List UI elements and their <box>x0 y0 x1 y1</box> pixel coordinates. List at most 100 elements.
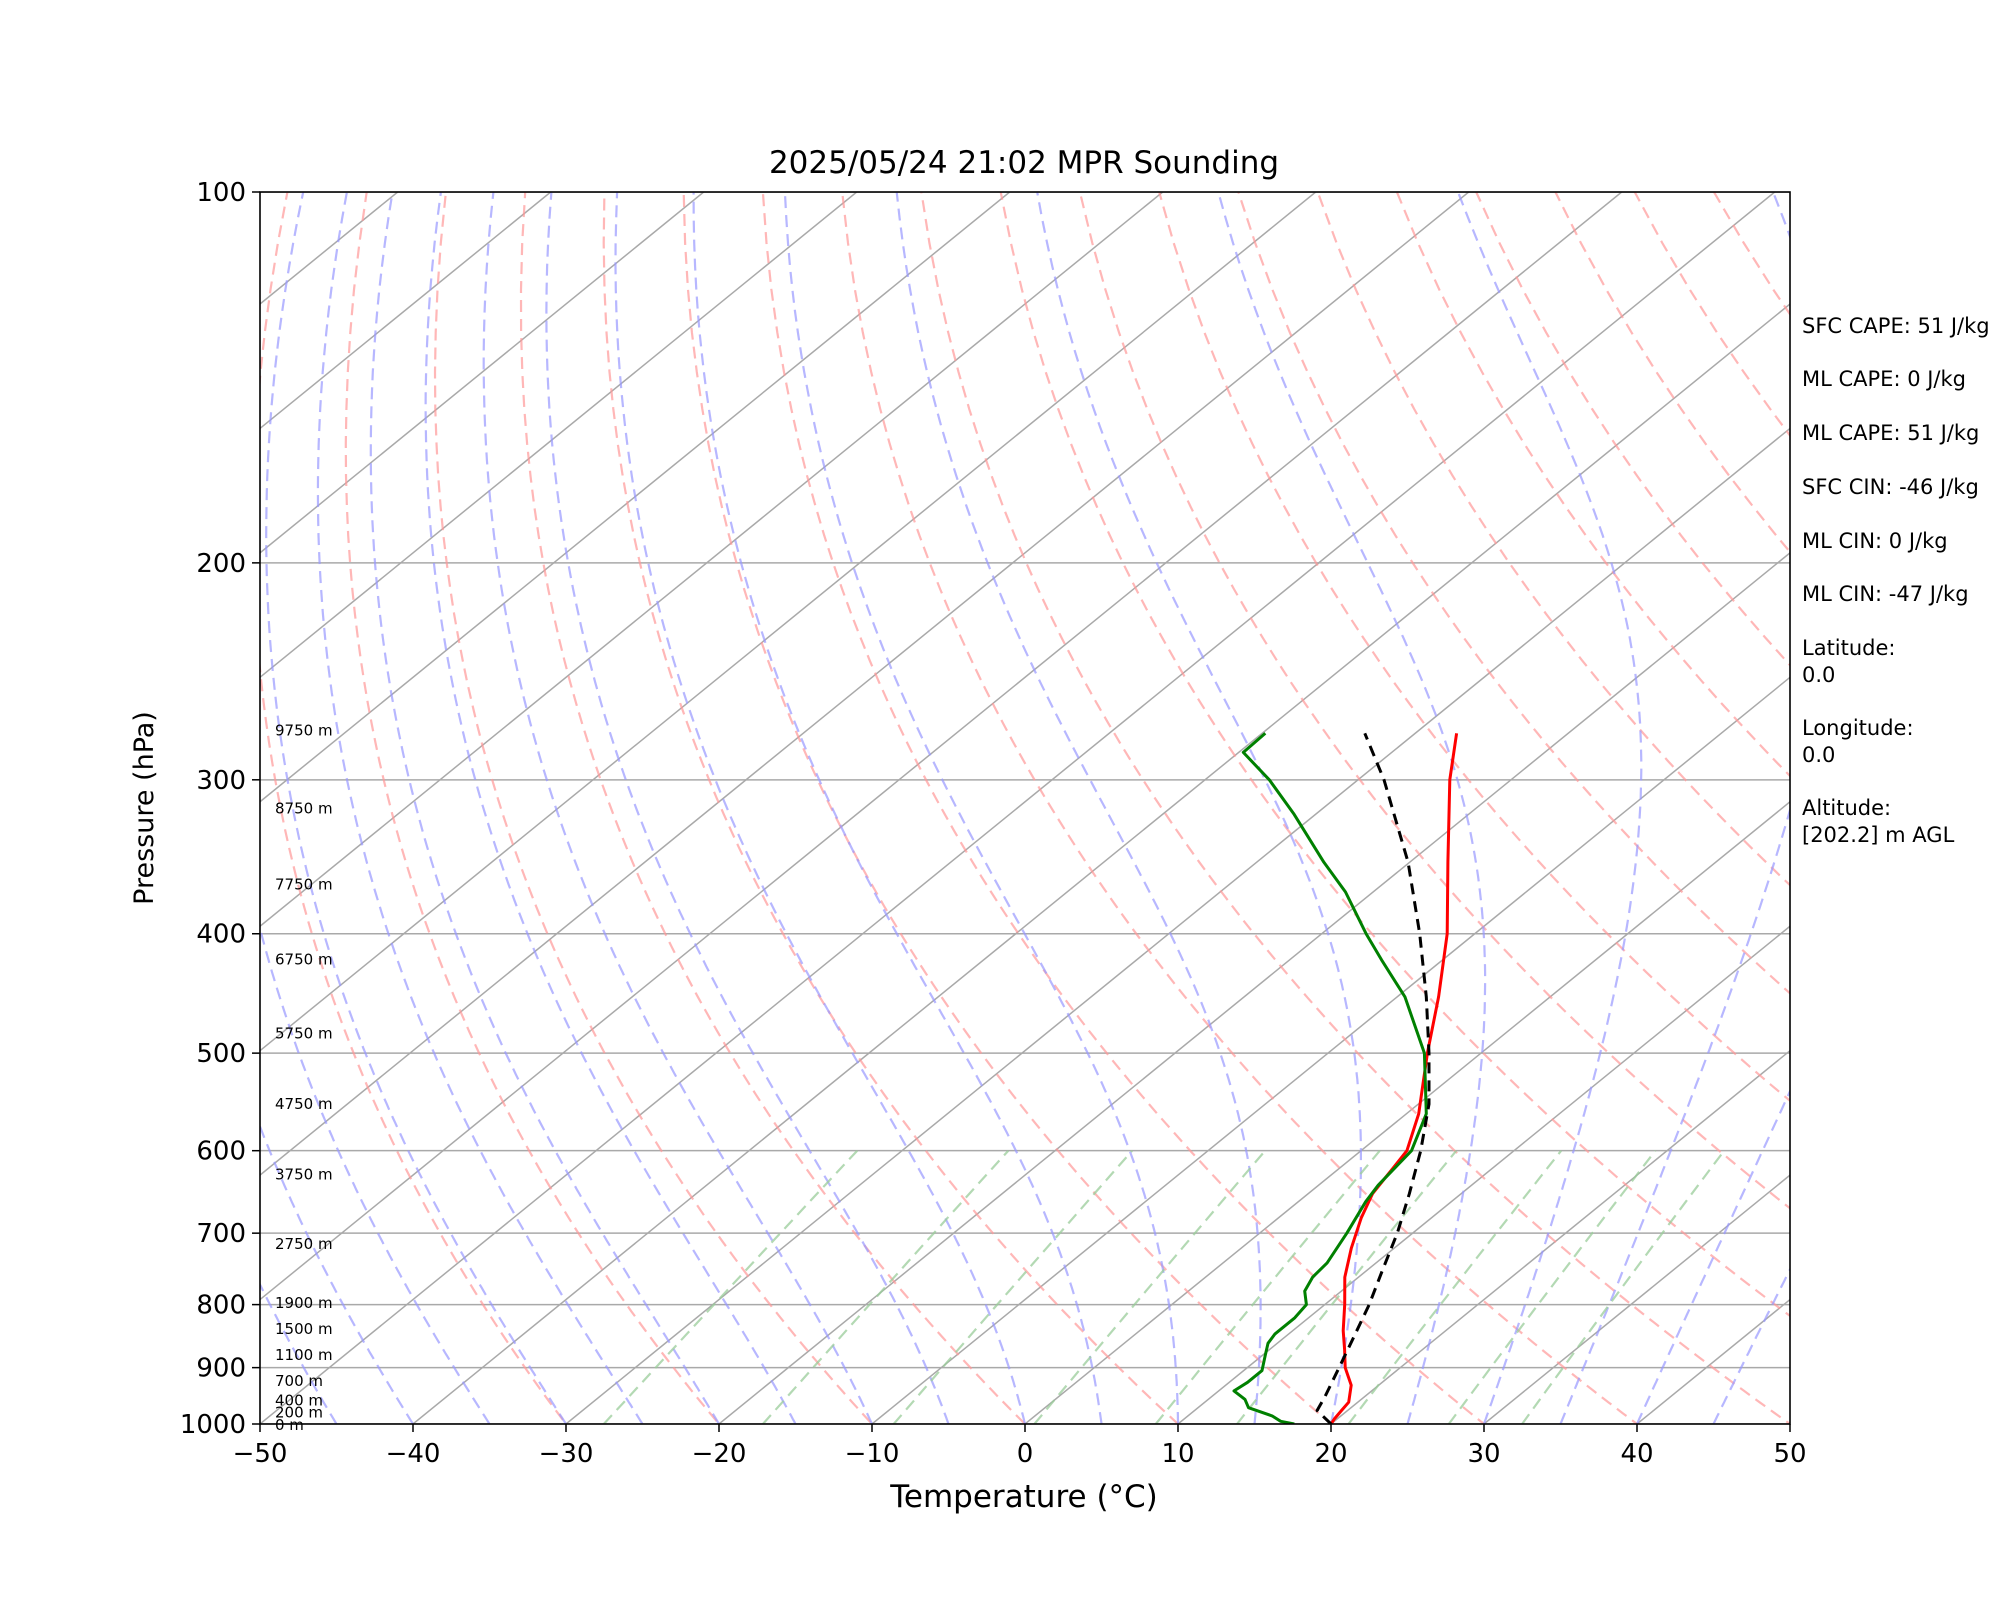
isotherm-line <box>1330 1049 1790 1424</box>
chart-title: 2025/05/24 21:02 MPR Sounding <box>769 145 1279 181</box>
x-tick-label: 10 <box>1161 1439 1194 1469</box>
mixing-ratio-line <box>1154 1149 1381 1424</box>
y-tick-label: 500 <box>196 1039 246 1069</box>
moist-adiabat-line <box>265 192 567 1424</box>
mixing-ratio-line <box>1347 1150 1563 1424</box>
isotherm-line <box>260 192 1011 803</box>
moist-adiabat-line <box>260 1282 338 1424</box>
height-label: 0 m <box>275 1416 304 1434</box>
y-axis-label: Pressure (hPa) <box>129 711 160 905</box>
y-tick-label: 1000 <box>180 1410 246 1440</box>
isotherm-line <box>718 551 1790 1424</box>
ml-cape-text: ML CAPE: 51 J/kg <box>1802 421 1980 445</box>
ml-cin-text: ML CIN: 0 J/kg <box>1802 529 1948 553</box>
isotherm-line <box>260 192 1164 928</box>
moist-adiabat-line <box>545 192 950 1424</box>
dry-adiabat-line <box>602 192 1180 1424</box>
y-tick-label: 300 <box>196 766 246 796</box>
dry-adiabat-line <box>1078 192 1790 1210</box>
y-tick-label: 200 <box>196 549 246 579</box>
sfc-cape-text: SFC CAPE: 51 J/kg <box>1802 314 1990 338</box>
moist-adiabat-line <box>614 192 1027 1424</box>
moist-adiabat-line <box>895 192 1262 1424</box>
isotherm-line <box>412 303 1790 1424</box>
moist-adiabat-line <box>482 192 874 1424</box>
longitude-text: Longitude: 0.0 <box>1802 716 1914 767</box>
isotherm-line <box>260 192 552 430</box>
height-label: 700 m <box>275 1372 323 1390</box>
dry-adiabat-line <box>260 192 568 1424</box>
y-tick-label: 800 <box>196 1291 246 1321</box>
height-label: 1100 m <box>275 1346 333 1364</box>
height-label: 6750 m <box>275 951 333 969</box>
x-tick-label: 0 <box>1017 1439 1034 1469</box>
x-tick-label: −10 <box>845 1439 900 1469</box>
y-tick-label: 400 <box>196 920 246 950</box>
x-tick-label: 20 <box>1314 1439 1347 1469</box>
mixing-ratio-line <box>1447 1150 1657 1424</box>
moist-adiabat-line <box>260 192 491 1424</box>
height-label: 3750 m <box>275 1165 333 1183</box>
x-tick-label: 50 <box>1773 1439 1806 1469</box>
x-tick-label: −30 <box>539 1439 594 1469</box>
isotherm-line <box>1177 925 1790 1424</box>
dry-adiabat-line <box>999 192 1790 1318</box>
moist-adiabat-line <box>1635 1088 1790 1424</box>
moist-adiabat-line <box>1559 192 1790 1424</box>
x-tick-label: 40 <box>1620 1439 1653 1469</box>
parcel-profile-line <box>1315 732 1431 1424</box>
x-tick-label: −20 <box>692 1439 747 1469</box>
isotherm-line <box>871 676 1790 1424</box>
altitude-text: Altitude: [202.2] m AGL <box>1802 796 1955 847</box>
moist-adiabat-line <box>783 192 1180 1424</box>
moist-adiabat-line <box>1036 192 1362 1424</box>
mixing-ratio-line <box>762 1149 1010 1424</box>
dry-adiabat-line <box>1158 192 1790 1103</box>
moist-adiabat-line <box>424 192 797 1424</box>
ml-cin-text: ML CIN: -47 J/kg <box>1802 582 1969 606</box>
sfc-cin-text: SFC CIN: -46 J/kg <box>1802 475 1979 499</box>
height-label: 1500 m <box>275 1320 333 1338</box>
dry-adiabat-line <box>1237 192 1790 995</box>
moist-adiabat-line <box>1712 1267 1790 1424</box>
moist-adiabat-line <box>692 192 1103 1424</box>
height-label: 1900 m <box>275 1294 333 1312</box>
moist-adiabat-line <box>1456 192 1643 1424</box>
height-label: 200 m <box>275 1404 323 1422</box>
dry-adiabat-line <box>344 192 721 1424</box>
dry-adiabat-line <box>433 192 874 1424</box>
y-tick-label: 700 <box>196 1219 246 1249</box>
mixing-ratio-line <box>1236 1150 1458 1424</box>
isotherm-line <box>565 427 1790 1424</box>
latitude-text: Latitude: 0.0 <box>1802 636 1896 687</box>
y-tick-label: 600 <box>196 1137 246 1167</box>
moist-adiabat-line <box>260 1123 414 1424</box>
dewpoint-line <box>1232 732 1428 1424</box>
moist-adiabat-line <box>316 192 644 1424</box>
height-label: 8750 m <box>275 800 333 818</box>
temperature-line <box>1329 733 1459 1424</box>
y-tick-label: 900 <box>196 1354 246 1384</box>
isotherm-line <box>260 192 858 679</box>
dry-adiabat-line <box>920 192 1790 1424</box>
x-tick-label: 30 <box>1467 1439 1500 1469</box>
plot-frame <box>259 191 1791 1425</box>
dry-adiabat-line <box>761 192 1486 1424</box>
height-label: 4750 m <box>275 1095 333 1113</box>
dry-adiabat-line <box>519 192 1027 1424</box>
height-label: 400 m <box>275 1391 323 1409</box>
isotherm-line <box>1024 800 1790 1424</box>
isotherm-line <box>260 192 1776 1424</box>
x-axis-label: Temperature (°C) <box>889 1479 1158 1515</box>
mixing-ratio-line <box>602 1149 859 1424</box>
x-tick-label: −50 <box>233 1439 288 1469</box>
mixing-ratio-line <box>892 1149 1134 1424</box>
moist-adiabat-line <box>1217 192 1487 1424</box>
isotherm-line <box>260 192 1317 1052</box>
height-label: 5750 m <box>275 1024 333 1042</box>
ml-cape-text: ML CAPE: 0 J/kg <box>1802 367 1967 391</box>
isotherm-line <box>260 192 705 554</box>
mixing-ratio-line <box>1521 1150 1726 1424</box>
x-tick-label: −40 <box>386 1439 441 1469</box>
